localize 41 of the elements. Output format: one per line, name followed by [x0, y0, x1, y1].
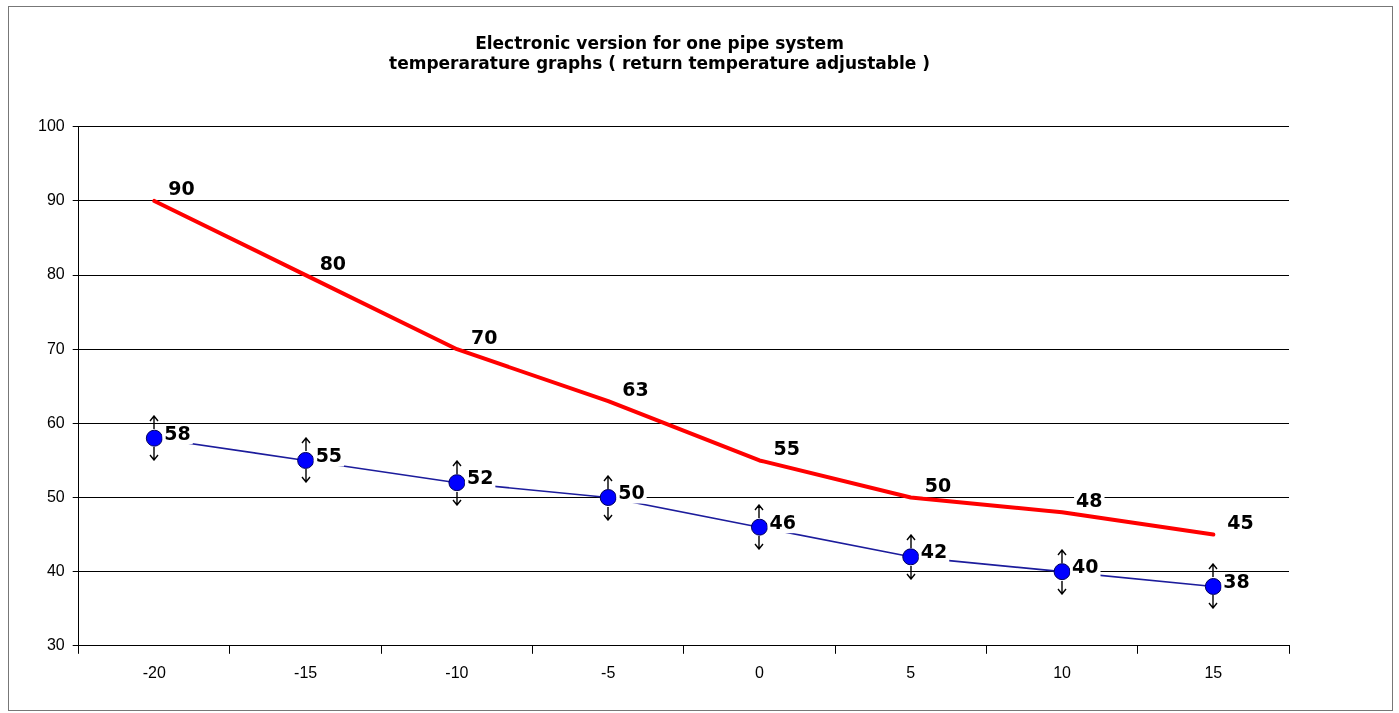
data-label: 50: [618, 480, 645, 503]
x-tick-label: -15: [294, 663, 318, 681]
data-label: 55: [773, 436, 800, 459]
point: [297, 451, 315, 469]
point: [1204, 577, 1222, 595]
x-tick-label: 5: [906, 663, 916, 681]
y-tick-label: 50: [46, 487, 65, 505]
point: [750, 518, 768, 536]
y-tick-label: 100: [37, 117, 65, 135]
point: [902, 548, 920, 566]
y-tick-label: 80: [46, 265, 65, 283]
data-label: 80: [319, 251, 347, 274]
data-label: 45: [1227, 511, 1254, 534]
data-label: 40: [1072, 555, 1099, 578]
x-tick-label: 0: [755, 663, 765, 681]
data-label: 58: [164, 421, 191, 444]
x-tick-label: 15: [1204, 663, 1223, 681]
y-tick-label: 70: [46, 339, 65, 357]
point: [448, 474, 466, 492]
chart-title: Electronic version for one pipe system temperarature graphs ( return temperature adjustable ): [389, 32, 930, 74]
x-tick-label: -20: [142, 663, 166, 681]
data-label: 42: [920, 540, 948, 563]
point: [1053, 563, 1071, 581]
data-label: 50: [924, 473, 952, 496]
data-label: 63: [622, 377, 649, 400]
data-label: 48: [1076, 488, 1103, 511]
data-label: 46: [769, 510, 796, 533]
point: [145, 429, 163, 447]
data-label: 90: [168, 177, 195, 200]
y-tick-label: 90: [46, 191, 65, 209]
x-tick-label: -10: [445, 663, 469, 681]
y-tick-label: 30: [46, 636, 65, 654]
data-label: 38: [1223, 569, 1250, 592]
x-tick-label: -5: [601, 663, 616, 681]
data-label: 55: [315, 443, 343, 466]
y-tick-label: 60: [46, 413, 65, 431]
data-label: 52: [466, 466, 494, 489]
y-tick-label: 40: [46, 562, 65, 580]
point: [599, 489, 617, 507]
x-tick-label: 10: [1053, 663, 1072, 681]
data-label: 70: [470, 325, 498, 348]
